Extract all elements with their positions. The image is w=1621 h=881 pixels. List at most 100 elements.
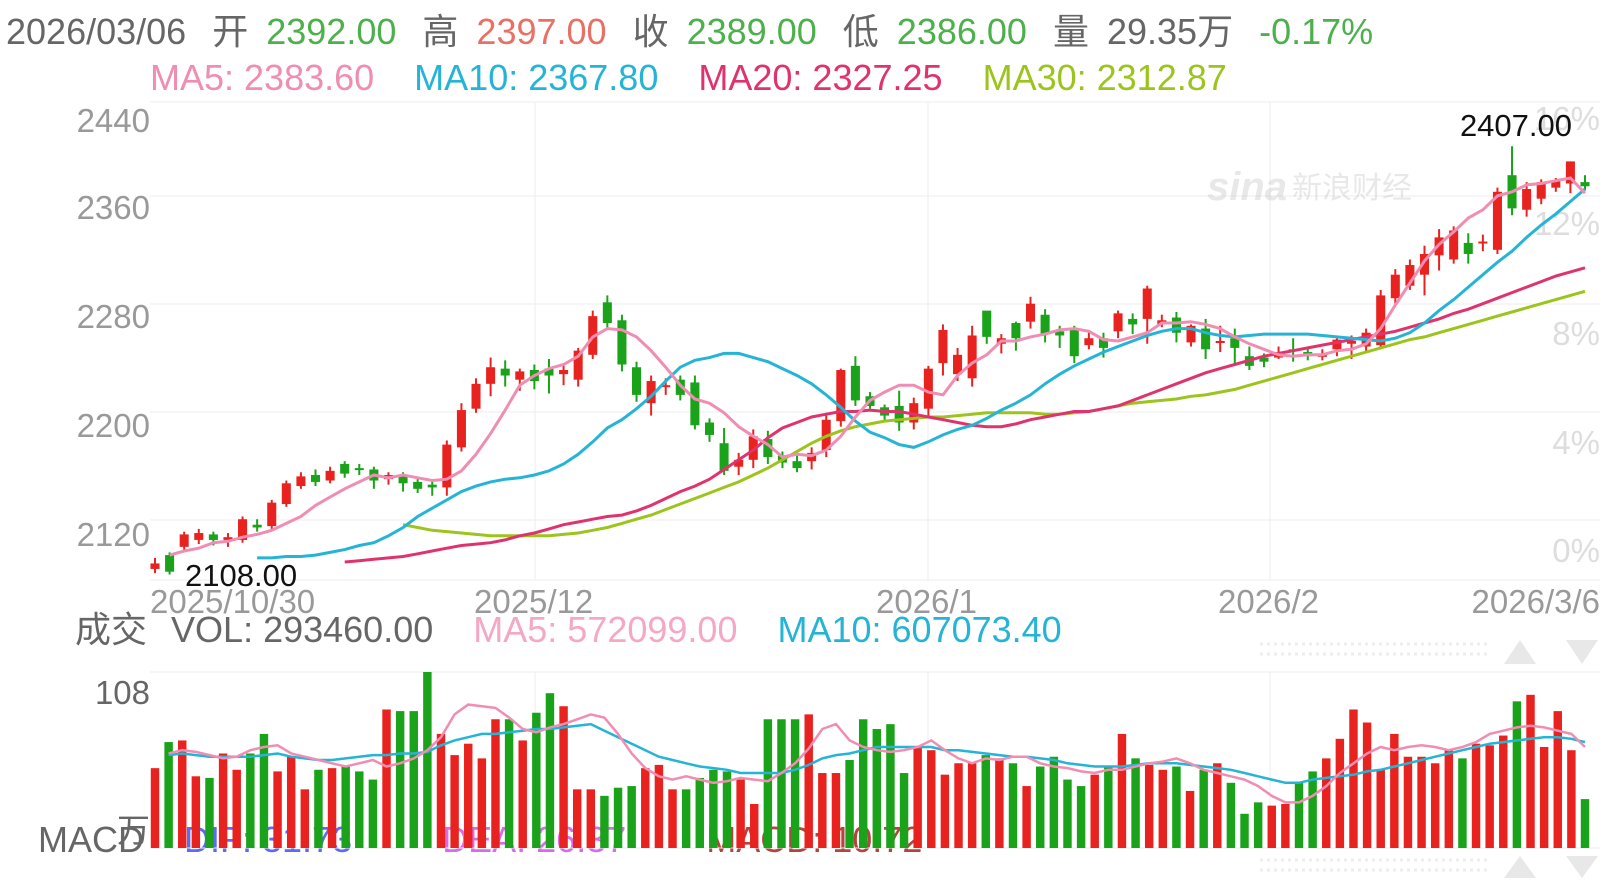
volume-bars [150, 672, 1590, 848]
candle [413, 477, 423, 493]
candle [602, 295, 612, 330]
x-tick: 2025/12 [474, 583, 593, 620]
candle [179, 531, 189, 551]
macd-scroll-up-arrow-icon[interactable] [1504, 856, 1536, 878]
volume-bar [995, 758, 1004, 848]
candle-body [1580, 182, 1590, 187]
volume-ma5-line [168, 703, 1586, 804]
ma5-line [169, 176, 1587, 557]
candle-body [1492, 191, 1502, 250]
macd-scroll-down-arrow-icon[interactable] [1566, 856, 1598, 878]
candle [310, 469, 321, 487]
candle [675, 375, 685, 401]
candle [252, 519, 262, 532]
volume-bar [532, 712, 541, 848]
candle-body [544, 368, 554, 376]
candle [194, 528, 204, 545]
candle-body [150, 563, 160, 569]
pct-tick: 0% [1552, 532, 1600, 569]
candle [296, 472, 306, 489]
vol-ma5-legend: MA5: 572099.00 [473, 609, 738, 650]
candle [982, 310, 992, 344]
candle [1040, 309, 1050, 343]
volume-bar [491, 719, 500, 848]
candle-body [238, 519, 248, 540]
volume-ma10-line [168, 722, 1586, 785]
candle-body [1055, 331, 1065, 336]
volume-bar [436, 733, 446, 848]
volume-bar [1308, 771, 1317, 848]
scroll-up-arrow-icon[interactable] [1504, 640, 1536, 664]
candle-body [1113, 313, 1123, 332]
candle-body [675, 379, 685, 395]
open-label: 开 [212, 11, 249, 52]
ma20-line [344, 266, 1586, 564]
candle-body [252, 524, 262, 528]
candle-body [1390, 274, 1400, 299]
volume-bar [1322, 758, 1331, 848]
candle-body [1142, 288, 1152, 319]
volume-bar [1362, 722, 1372, 848]
dotted-scroll-track [1260, 642, 1490, 872]
candle [938, 324, 948, 376]
volume-bar [382, 709, 391, 848]
candle-body [1215, 341, 1225, 343]
volume-bar [1539, 746, 1549, 848]
candle-body [661, 385, 671, 388]
max-price-label: 2407.00 [1460, 108, 1572, 143]
volume-label: 量 [1052, 11, 1089, 52]
candle-body [1565, 161, 1575, 184]
volume-bar [763, 719, 773, 848]
candle-body [267, 502, 277, 527]
volume-bar [654, 764, 664, 848]
volume-bar [477, 758, 487, 848]
volume-bar [831, 773, 841, 848]
candle [632, 361, 642, 402]
candle-body [690, 382, 700, 426]
candle [340, 461, 350, 478]
volume-bar [1403, 756, 1413, 848]
candle-body [442, 444, 452, 488]
volume-bar [586, 789, 596, 848]
candle [1463, 233, 1473, 264]
volume-bar [722, 771, 732, 848]
candle [1419, 245, 1430, 296]
candle [1084, 331, 1094, 350]
y-tick: 2120 [77, 516, 150, 553]
volume-bar [1512, 701, 1522, 848]
volume-bar [777, 719, 786, 848]
close-value: 2389.00 [686, 11, 817, 52]
volume-bar [1172, 766, 1181, 848]
ma5-legend: MA5: 2383.60 [150, 57, 375, 98]
candle-body [310, 475, 321, 482]
volume-bar [1253, 802, 1263, 848]
volume-bar [1580, 799, 1590, 848]
volume-bar [940, 774, 950, 848]
candle-body [1025, 303, 1036, 322]
volume-bar [1267, 805, 1276, 848]
candle-body [1332, 339, 1342, 350]
volume-title: 成交 [75, 609, 148, 650]
candle [1025, 296, 1036, 329]
candle [354, 463, 364, 476]
pct-tick: 8% [1552, 315, 1600, 352]
candle-body [602, 302, 612, 324]
candle [1376, 289, 1386, 350]
volume-bar [804, 714, 813, 848]
volume-bar [259, 733, 269, 848]
volume-bar [450, 755, 459, 848]
candle-body [982, 310, 992, 337]
ma20-legend: MA20: 2327.25 [698, 57, 943, 98]
candle-body [646, 381, 656, 404]
candle-body [1069, 328, 1079, 357]
volume-bar [559, 706, 568, 848]
volume-bar [355, 771, 364, 848]
x-tick: 2025/10/30 [150, 583, 315, 620]
candle-body [515, 371, 525, 380]
scroll-down-arrow-icon[interactable] [1566, 640, 1598, 664]
candle-body [1405, 265, 1415, 286]
volume-bar [613, 787, 623, 848]
volume-bar [178, 740, 187, 848]
chart-scroll-controls[interactable] [1504, 640, 1598, 878]
volume-bar [1104, 766, 1113, 848]
